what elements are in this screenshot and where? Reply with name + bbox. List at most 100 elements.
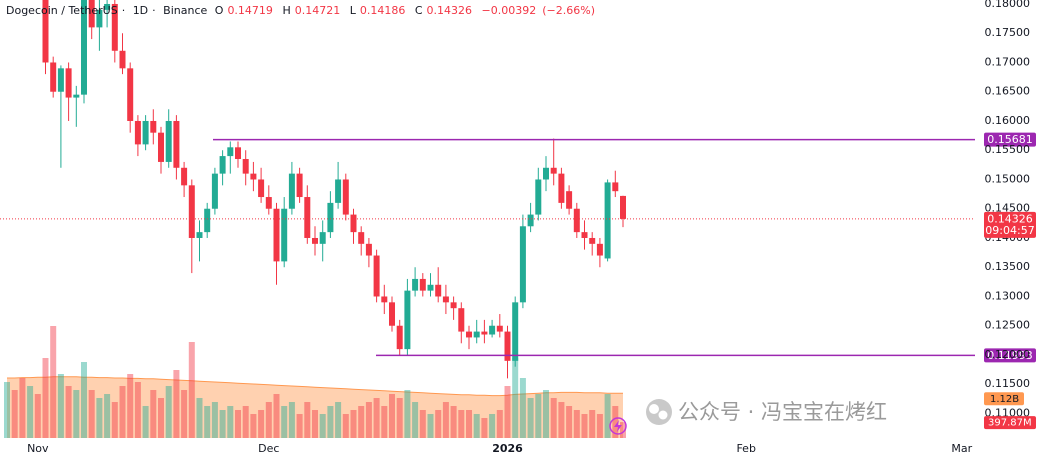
candle-body: [427, 284, 434, 291]
volume-bar: [34, 394, 41, 438]
volume-bar: [373, 398, 380, 438]
candle-body: [412, 278, 419, 291]
candle-body: [558, 173, 565, 203]
candle-body: [496, 325, 503, 332]
y-tick-label: 0.13500: [985, 260, 1031, 273]
candle-body: [389, 302, 395, 326]
volume-bar: [335, 402, 342, 438]
volume-bar: [466, 410, 472, 438]
volume-bar: [27, 386, 34, 438]
candle-body: [211, 173, 218, 209]
y-tick-label: 0.16500: [985, 85, 1031, 98]
volume-bar: [519, 378, 526, 438]
candle-body: [57, 68, 64, 92]
candle-body: [73, 94, 80, 98]
candle-body: [134, 120, 141, 145]
volume-bar: [88, 390, 95, 438]
replay-icon[interactable]: [609, 417, 627, 435]
candle-body: [489, 325, 496, 335]
candle-body: [173, 120, 180, 168]
volume-bar: [111, 402, 118, 438]
candle-body: [473, 331, 480, 338]
volume-bar: [50, 326, 57, 438]
volume-bar: [196, 398, 203, 438]
volume-bar: [342, 414, 349, 438]
candle-body: [65, 68, 72, 98]
volume-bar: [558, 402, 565, 438]
volume-ma-label: 1.12B: [990, 394, 1019, 405]
volume-ma-label-box: [984, 392, 1024, 406]
volume-bar: [350, 410, 357, 438]
volume-bar: [258, 410, 265, 438]
change-pct: (−2.66%): [542, 4, 596, 17]
volume-bar: [235, 410, 241, 438]
candle-body: [519, 226, 526, 303]
volume-bar: [281, 406, 288, 438]
y-tick-label: 0.11500: [985, 377, 1031, 390]
candle-body: [350, 214, 357, 233]
volume-bar: [427, 414, 434, 438]
volume-bar: [104, 394, 111, 438]
candle-body: [342, 179, 349, 215]
volume-bar: [550, 398, 557, 438]
candle-body: [104, 3, 111, 10]
candle-body: [319, 232, 326, 244]
candle-body: [396, 325, 403, 350]
volume-bar: [481, 418, 488, 438]
volume-bar: [596, 414, 603, 438]
price-label: 0.14326: [987, 212, 1033, 225]
price-label-box: [984, 132, 1036, 147]
price-label-box: [984, 211, 1036, 238]
replay-icon[interactable]: [609, 417, 627, 435]
candle-body: [358, 232, 365, 244]
candle-body: [373, 255, 380, 297]
candle-body: [50, 62, 57, 92]
y-tick-label: 0.12000: [985, 348, 1031, 361]
volume-bar: [204, 406, 211, 438]
candle-body: [265, 197, 272, 209]
ohlc-value: 0.14719: [227, 4, 273, 17]
candle-body: [88, 0, 95, 28]
volume-bar: [142, 406, 149, 438]
volume-bar: [512, 358, 519, 438]
candle-body: [304, 197, 311, 238]
y-tick-label: 0.15000: [985, 172, 1031, 185]
y-tick-label: 0.13000: [985, 289, 1031, 302]
candle-body: [281, 208, 288, 262]
wechat-icon: [658, 410, 668, 420]
ohlc-value: 0.14326: [426, 4, 473, 17]
countdown: 09:04:57: [985, 224, 1034, 237]
volume-label-box: [984, 416, 1036, 430]
volume-bar: [227, 406, 234, 438]
wechat-icon: [646, 399, 672, 425]
price-pane: [42, 0, 626, 379]
volume-bar: [42, 358, 49, 438]
volume-bar: [288, 402, 295, 438]
candle-body: [119, 50, 126, 69]
candle-body: [242, 159, 249, 174]
volume-bar: [404, 390, 411, 438]
candle-body: [196, 232, 203, 238]
volume-bar: [496, 410, 503, 438]
volume-label: 397.87M: [988, 418, 1032, 429]
candle-body: [612, 182, 619, 192]
replay-icon[interactable]: [614, 420, 622, 432]
volume-bar: [566, 406, 573, 438]
volume-bar: [458, 410, 465, 438]
candle-body: [535, 179, 542, 215]
y-tick-label: 0.15500: [985, 143, 1031, 156]
candle-body: [42, 0, 49, 63]
volume-bar: [273, 394, 280, 438]
y-tick-label: 0.17000: [985, 55, 1031, 68]
volume-bar: [489, 414, 496, 438]
volume-bar: [581, 414, 588, 438]
price-label-box: [984, 348, 1036, 363]
ohlc-label: L: [349, 4, 356, 17]
x-tick-label: Nov: [27, 442, 49, 455]
candle-body: [127, 68, 134, 121]
watermark-text: 公众号 · 冯宝宝在烤红: [678, 400, 887, 424]
volume-bar: [134, 382, 141, 438]
ohlc-value: 0.14186: [359, 4, 406, 17]
y-tick-label: 0.12500: [985, 319, 1031, 332]
volume-bar: [442, 402, 449, 438]
